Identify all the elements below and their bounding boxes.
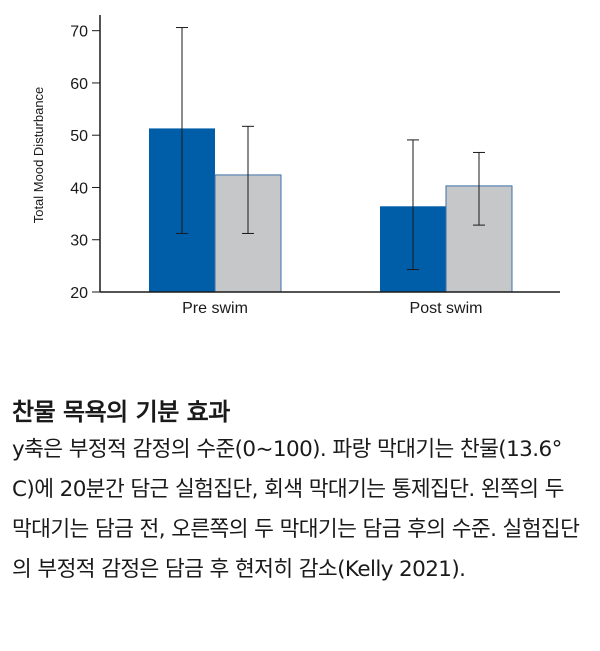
caption-body: y축은 부정적 감정의 수준(0~100). 파랑 막대기는 찬물(13.6° … bbox=[12, 437, 580, 582]
error-bar-0-1 bbox=[407, 139, 419, 271]
y-tick-label: 30 bbox=[70, 233, 88, 250]
error-bar-1-0 bbox=[242, 125, 254, 234]
y-axis-label: Total Mood Disturbance bbox=[31, 87, 46, 224]
error-bar-1-1 bbox=[473, 151, 485, 226]
error-bar-0-0 bbox=[176, 27, 188, 234]
y-tick-label: 40 bbox=[70, 180, 88, 197]
bar-chart: 20 30 40 50 60 70 Pre swim Post swim Total Mood… bbox=[31, 15, 560, 317]
y-tick-label: 70 bbox=[70, 24, 88, 41]
y-tick-label: 50 bbox=[70, 128, 88, 145]
y-tick-label: 20 bbox=[70, 285, 88, 302]
x-tick-label: Post swim bbox=[410, 300, 483, 317]
caption-title: 찬물 목욕의 기분 효과 bbox=[12, 398, 230, 426]
bars-layer bbox=[149, 128, 513, 293]
y-tick-label: 60 bbox=[70, 76, 88, 93]
errorbars-layer bbox=[176, 27, 485, 271]
x-tick-label: Pre swim bbox=[182, 300, 248, 317]
axes-layer: 20 30 40 50 60 70 Pre swim Post swim bbox=[70, 15, 560, 317]
